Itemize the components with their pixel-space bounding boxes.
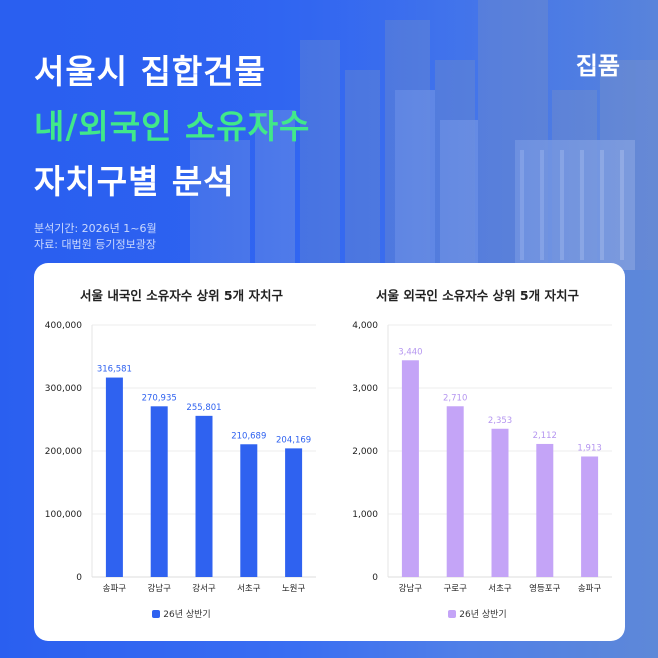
x-tick-label: 송파구 bbox=[103, 584, 127, 594]
x-tick-label: 영등포구 bbox=[529, 583, 560, 594]
bar-value-label: 255,801 bbox=[186, 403, 221, 413]
bar bbox=[105, 377, 123, 577]
analysis-period: 분석기간: 2026년 1~6월 bbox=[34, 222, 157, 235]
bar bbox=[195, 415, 213, 577]
y-tick-label: 1,000 bbox=[352, 510, 378, 520]
chart-plot: 0 100,000 200,000 300,000 400,000 316,581 송파구 2… bbox=[45, 321, 316, 594]
y-tick-label: 2,000 bbox=[352, 447, 378, 457]
bar bbox=[581, 456, 599, 577]
foreign-owners-chart: 서울 외국인 소유자수 상위 5개 자치구 0 1,000 2,000 3,000 4,… bbox=[330, 263, 625, 641]
y-tick-label: 0 bbox=[372, 573, 378, 583]
bar bbox=[446, 406, 464, 577]
chart-legend: 26년 상반기 bbox=[34, 607, 329, 620]
bar-value-label: 2,710 bbox=[443, 393, 467, 403]
x-tick-label: 서초구 bbox=[237, 584, 261, 594]
legend-swatch bbox=[152, 610, 161, 618]
bar bbox=[240, 444, 258, 577]
domestic-owners-chart: 서울 내국인 소유자수 상위 5개 자치구 0 100,000 200,000 300… bbox=[34, 263, 329, 641]
x-tick-label: 송파구 bbox=[578, 584, 602, 594]
bar-value-label: 316,581 bbox=[97, 365, 132, 375]
legend-label: 26년 상반기 bbox=[459, 610, 507, 620]
brand-logo: 집품 bbox=[575, 52, 620, 80]
bar bbox=[150, 406, 168, 577]
meta-info: 분석기간: 2026년 1~6월 자료: 대법원 등기정보광장 bbox=[34, 221, 157, 253]
x-tick-label: 노원구 bbox=[282, 584, 306, 594]
bar-value-label: 3,440 bbox=[398, 347, 422, 357]
data-source: 자료: 대법원 등기정보광장 bbox=[34, 238, 157, 251]
chart-title: 서울 외국인 소유자수 상위 5개 자치구 bbox=[376, 288, 579, 303]
bar bbox=[285, 448, 303, 577]
legend-label: 26년 상반기 bbox=[163, 610, 211, 620]
x-tick-label: 구로구 bbox=[443, 584, 467, 594]
title-line-3: 자치구별 분석 bbox=[34, 162, 235, 201]
x-tick-label: 강남구 bbox=[399, 583, 423, 594]
bar bbox=[401, 360, 419, 577]
title-line-2: 내/외국인 소유자수 bbox=[34, 107, 311, 146]
bar-value-label: 270,935 bbox=[142, 393, 177, 403]
bar-value-label: 2,353 bbox=[488, 416, 512, 426]
bar-value-label: 210,689 bbox=[231, 431, 266, 441]
bar-value-label: 2,112 bbox=[533, 431, 557, 441]
title-line-1: 서울시 집합건물 bbox=[34, 52, 267, 91]
x-tick-label: 서초구 bbox=[488, 584, 512, 594]
legend-swatch bbox=[448, 610, 457, 618]
page-title: 서울시 집합건물 내/외국인 소유자수 자치구별 분석 bbox=[34, 44, 310, 209]
bar bbox=[491, 428, 509, 577]
y-tick-label: 100,000 bbox=[45, 510, 82, 520]
bar-value-label: 1,913 bbox=[577, 443, 601, 453]
chart-title: 서울 내국인 소유자수 상위 5개 자치구 bbox=[80, 288, 283, 303]
chart-legend: 26년 상반기 bbox=[330, 607, 625, 620]
city-skyline-photo bbox=[0, 0, 658, 270]
bar-value-label: 204,169 bbox=[276, 435, 311, 445]
x-tick-label: 강남구 bbox=[147, 583, 171, 594]
x-tick-label: 강서구 bbox=[192, 583, 216, 594]
y-tick-label: 4,000 bbox=[352, 321, 378, 331]
y-tick-label: 400,000 bbox=[45, 321, 82, 331]
y-tick-label: 0 bbox=[76, 573, 82, 583]
y-tick-label: 200,000 bbox=[45, 447, 82, 457]
charts-card: 서울 내국인 소유자수 상위 5개 자치구 0 100,000 200,000 300… bbox=[34, 263, 625, 641]
bar bbox=[536, 443, 554, 577]
y-tick-label: 300,000 bbox=[45, 384, 82, 394]
chart-plot: 0 1,000 2,000 3,000 4,000 3,440 강남구 2,710 구로구 2,3… bbox=[352, 321, 612, 594]
y-tick-label: 3,000 bbox=[352, 384, 378, 394]
